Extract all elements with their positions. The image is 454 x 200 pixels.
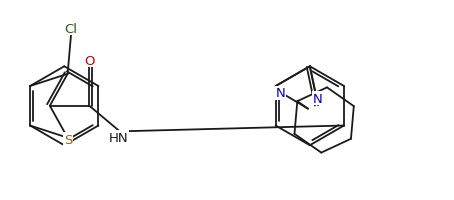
Text: HN: HN: [109, 131, 128, 144]
Text: S: S: [64, 133, 72, 146]
Text: N: N: [276, 87, 285, 100]
Text: N: N: [313, 92, 323, 105]
Text: Cl: Cl: [64, 23, 78, 36]
Text: O: O: [84, 54, 94, 67]
